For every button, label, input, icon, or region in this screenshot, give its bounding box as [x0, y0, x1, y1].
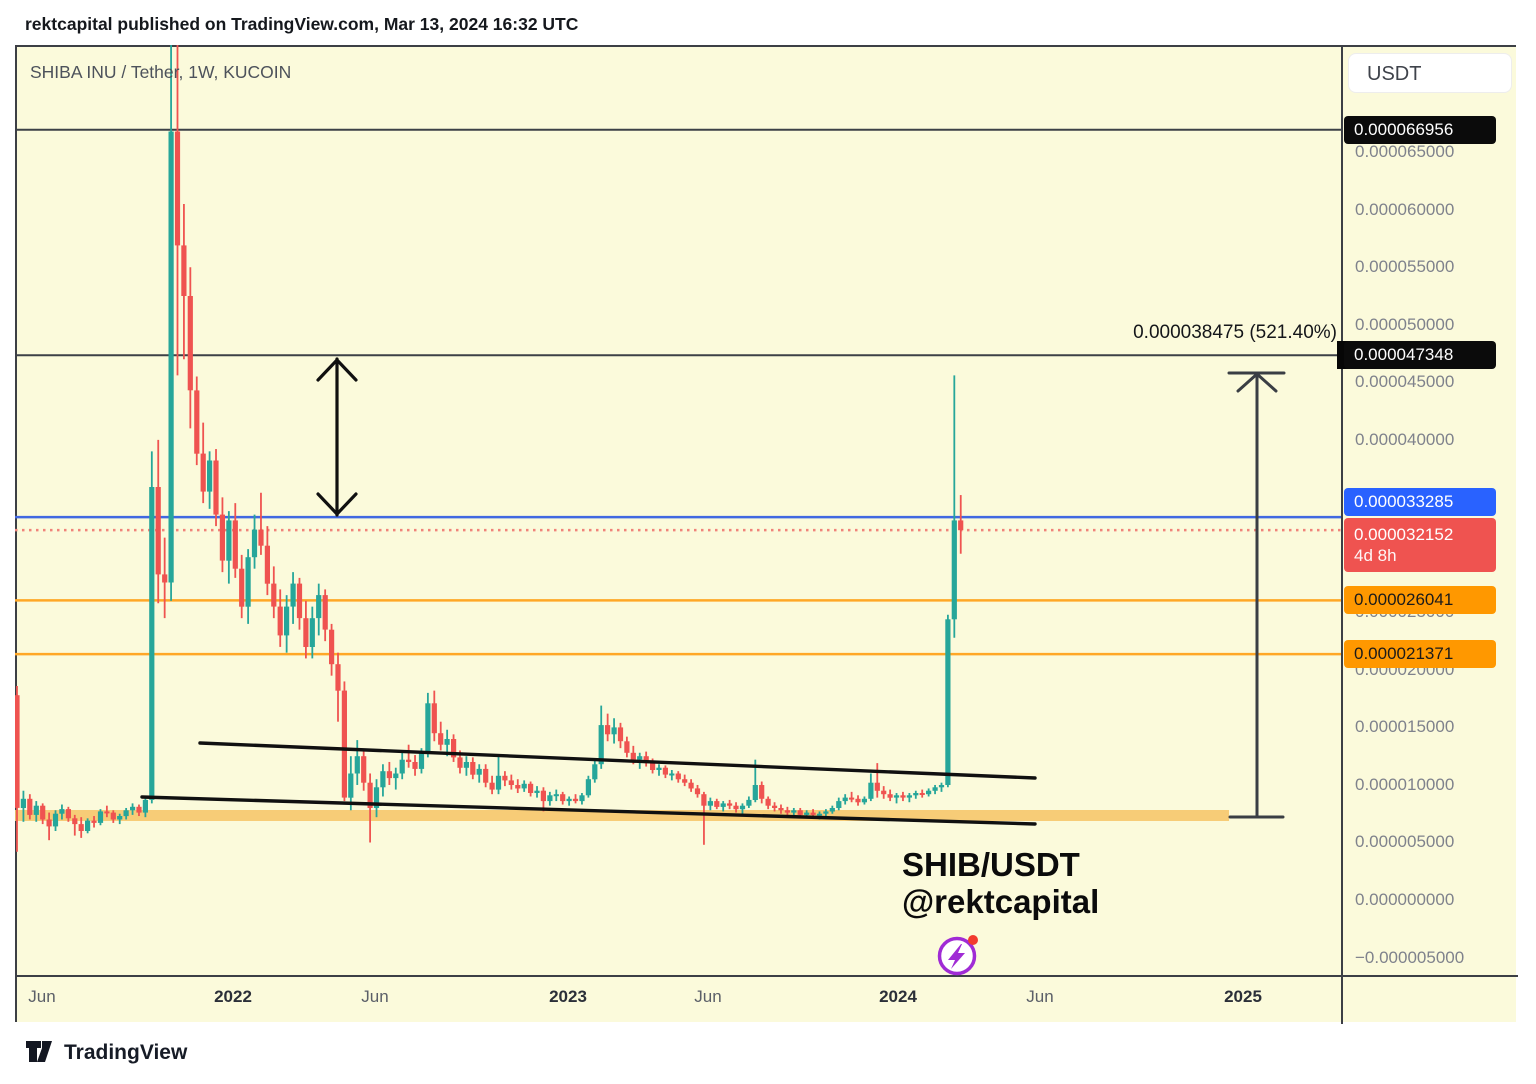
currency-toggle-button[interactable]: USDT	[1348, 53, 1512, 93]
price-tick-label: 0.000050000	[1355, 314, 1455, 334]
price-tick-label: 0.000000000	[1355, 890, 1455, 909]
price-level-chip: 0.000026041	[1344, 586, 1496, 615]
time-tick-year: 2022	[214, 987, 252, 1006]
watermark: SHIB/USDT @rektcapital	[902, 846, 1099, 920]
price-tick-label: 0.000060000	[1355, 199, 1455, 219]
chart-pane[interactable]	[15, 45, 1518, 1024]
time-tick-year: 2023	[549, 987, 587, 1006]
time-tick-month: Jun	[694, 987, 722, 1006]
price-level-chip: 0.000066956	[1344, 115, 1496, 144]
price-level-chip: 0.000047348	[1344, 341, 1496, 370]
time-tick-year: 2025	[1224, 987, 1262, 1006]
price-axis-separator	[1341, 47, 1343, 1024]
publish-header: rektcapital published on TradingView.com…	[25, 14, 579, 34]
time-axis-separator	[17, 975, 1518, 977]
price-tick-label: 0.000040000	[1355, 429, 1455, 449]
price-level-chip: 0.000021371	[1344, 640, 1496, 669]
price-tick-label: 0.000065000	[1355, 142, 1455, 162]
time-tick-year: 2024	[879, 987, 917, 1006]
measure-annotation: 0.000038475 (521.40%)	[1133, 322, 1337, 343]
price-tick-label: 0.000055000	[1355, 257, 1455, 277]
time-tick-month: Jun	[361, 987, 389, 1006]
price-tick-label: 0.000045000	[1355, 372, 1455, 392]
time-tick-month: Jun	[28, 987, 56, 1006]
price-tick-label: 0.000010000	[1355, 774, 1455, 794]
watermark-symbol: SHIB/USDT	[902, 846, 1080, 883]
price-axis[interactable]: 0.000065000 0.000060000 0.000055000 0.00005…	[1343, 45, 1516, 975]
time-axis[interactable]: Jun 2022 Jun 2023 Jun 2024 Jun 2025	[15, 975, 1516, 1022]
price-level-chip: 0.000033285	[1344, 488, 1496, 517]
tradingview-logo-icon	[26, 1041, 52, 1062]
price-tick-label: −0.000005000	[1355, 947, 1465, 967]
price-tick-label: 0.000015000	[1355, 717, 1455, 737]
price-tick-label: 0.000005000	[1355, 832, 1455, 852]
footer-brand[interactable]: TradingView	[25, 1038, 187, 1068]
tradingview-brand-text: TradingView	[64, 1041, 188, 1064]
time-tick-month: Jun	[1026, 987, 1054, 1006]
watermark-handle: @rektcapital	[902, 883, 1100, 920]
symbol-title: SHIBA INU / Tether, 1W, KUCOIN	[30, 62, 292, 82]
price-level-chip: 0.000032152 4d 8h	[1344, 518, 1496, 573]
